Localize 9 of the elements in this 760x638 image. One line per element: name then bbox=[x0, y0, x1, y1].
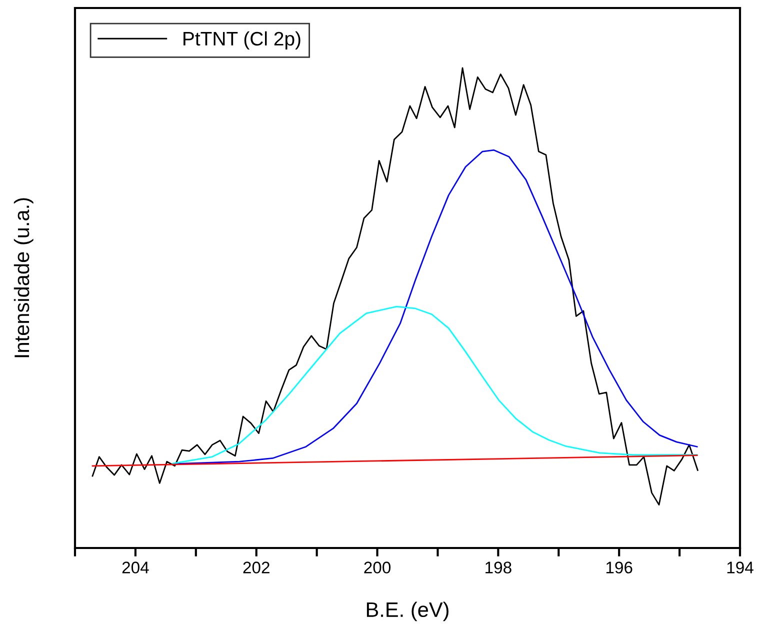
x-axis-title: B.E. (eV) bbox=[366, 602, 448, 622]
legend-label: PtTNT (Cl 2p) bbox=[184, 31, 300, 50]
x-tick-label: 194 bbox=[727, 562, 754, 574]
x-tick-label: 200 bbox=[364, 562, 391, 574]
y-axis-title: Intensidade (u.a.) bbox=[14, 198, 34, 358]
x-tick-label: 196 bbox=[606, 562, 632, 574]
x-tick-label: 198 bbox=[486, 562, 512, 574]
x-tick-label: 204 bbox=[122, 562, 149, 574]
x-tick-label: 202 bbox=[243, 562, 270, 574]
